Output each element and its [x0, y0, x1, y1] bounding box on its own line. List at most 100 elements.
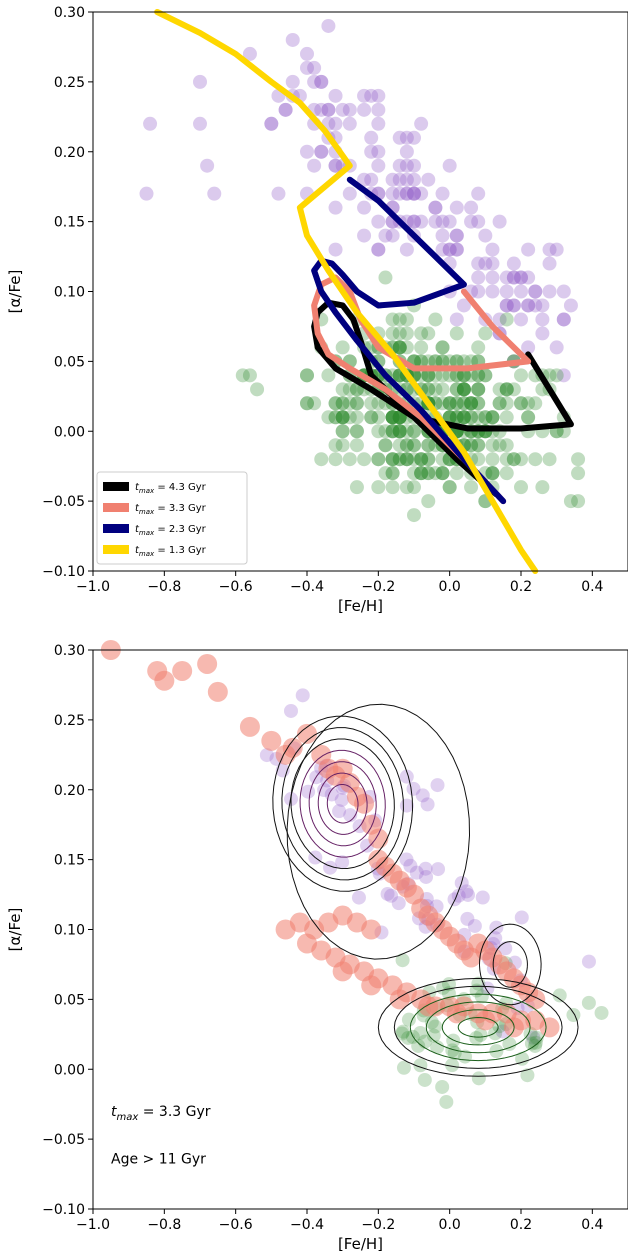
green-point	[435, 396, 450, 411]
green-point	[414, 452, 429, 467]
green-point	[421, 368, 436, 383]
green-point	[300, 396, 314, 411]
green-point	[328, 410, 343, 425]
purple-point	[264, 116, 279, 131]
purple-point	[392, 158, 407, 173]
purple-point	[421, 172, 436, 187]
green-point	[464, 410, 479, 425]
green-point	[349, 396, 364, 411]
purple-point	[385, 172, 400, 187]
green-point	[449, 466, 464, 481]
green-point	[528, 1035, 543, 1050]
series-line-4	[154, 9, 539, 574]
green-point	[421, 452, 436, 467]
green-point	[473, 1027, 488, 1042]
purple-point	[549, 242, 564, 257]
x-tick-label: −0.2	[361, 579, 395, 595]
purple-point	[200, 158, 215, 173]
purple-point	[264, 116, 279, 131]
contour-line	[281, 727, 404, 881]
green-point	[407, 438, 421, 453]
green-point	[485, 452, 500, 467]
green-point	[335, 396, 350, 411]
green-point	[471, 368, 486, 383]
green-point	[378, 438, 393, 453]
green-point	[414, 326, 429, 341]
green-point	[421, 382, 436, 397]
contour-line	[409, 993, 547, 1062]
green-point	[335, 410, 350, 425]
purple-point	[317, 782, 332, 797]
purple-point	[380, 886, 395, 901]
green-point	[464, 396, 479, 411]
purple-point	[335, 102, 350, 117]
purple-point	[521, 298, 536, 313]
green-point	[449, 382, 464, 397]
y-tick-label: 0.10	[54, 923, 85, 939]
green-point	[464, 396, 479, 411]
purple-point	[449, 228, 464, 243]
contour-line	[286, 703, 471, 960]
green-point	[357, 452, 372, 467]
x-tick-label: −0.6	[219, 1217, 253, 1233]
green-point	[399, 480, 414, 495]
green-point	[435, 368, 450, 383]
purple-point	[549, 340, 564, 355]
x-tick-label: −0.2	[361, 1217, 395, 1233]
purple-point	[485, 270, 500, 285]
green-point	[571, 452, 586, 467]
purple-point	[384, 888, 399, 903]
purple-point	[414, 214, 429, 229]
green-point	[524, 1036, 539, 1051]
purple-point	[407, 186, 421, 201]
green-point	[456, 382, 471, 397]
green-point	[371, 452, 386, 467]
purple-point	[335, 855, 350, 870]
purple-point	[492, 312, 507, 327]
green-point	[449, 354, 464, 369]
legend-label: tmax = 3.3 Gyr	[135, 503, 207, 516]
green-point	[552, 988, 567, 1003]
green-point	[449, 368, 464, 383]
green-point	[428, 312, 443, 327]
green-point	[456, 354, 471, 369]
purple-point	[242, 46, 257, 61]
model-point	[239, 716, 260, 737]
green-point	[392, 312, 407, 327]
green-point	[521, 410, 536, 425]
purple-point	[521, 340, 536, 355]
green-point	[542, 452, 557, 467]
green-point	[392, 452, 407, 467]
green-point	[471, 396, 486, 411]
green-point	[499, 382, 514, 397]
green-point	[502, 1037, 517, 1052]
green-point	[342, 396, 357, 411]
green-point	[392, 340, 407, 355]
purple-point	[407, 158, 421, 173]
green-point	[414, 368, 429, 383]
purple-point	[321, 102, 336, 117]
purple-point	[314, 74, 329, 89]
green-point	[435, 340, 450, 355]
green-point	[456, 410, 471, 425]
green-point	[492, 396, 507, 411]
purple-point	[556, 312, 571, 327]
purple-point	[207, 186, 222, 201]
purple-point	[271, 186, 286, 201]
purple-point	[407, 214, 421, 229]
purple-point	[521, 298, 536, 313]
purple-point	[506, 298, 521, 313]
green-point	[442, 480, 457, 495]
purple-point	[471, 270, 486, 285]
green-point	[571, 494, 586, 509]
purple-point	[357, 172, 372, 187]
bottom-y-axis-label: [α/Fe]	[6, 908, 24, 952]
green-point	[464, 438, 479, 453]
purple-point	[364, 130, 379, 145]
green-point	[474, 989, 489, 1004]
green-point	[499, 452, 514, 467]
purple-point	[328, 158, 343, 173]
green-point	[506, 452, 521, 467]
green-point	[371, 424, 386, 439]
y-tick-label: 0.20	[54, 145, 85, 161]
